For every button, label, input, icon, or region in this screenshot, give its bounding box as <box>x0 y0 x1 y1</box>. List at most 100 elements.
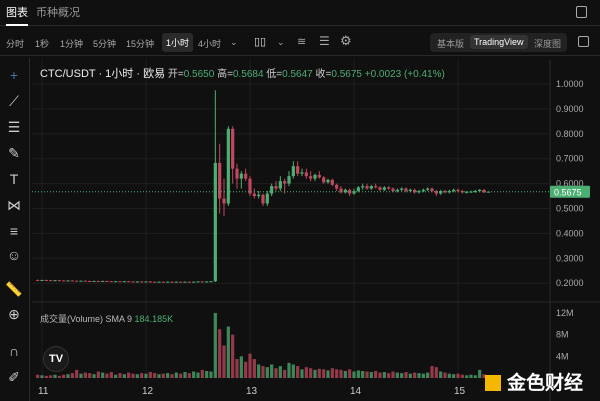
price-tick-label: 0.5000 <box>556 204 584 214</box>
volume-legend: 成交量(Volume) SMA 9 184.185K <box>40 312 173 325</box>
ruler-icon[interactable]: 📏 <box>5 281 23 297</box>
candle-body <box>183 281 187 283</box>
volume-bar <box>79 373 83 378</box>
candle-body <box>261 194 265 204</box>
candle-body <box>36 279 40 281</box>
view-tradingview[interactable]: TradingView <box>470 35 528 49</box>
fib-icon[interactable]: ≡ <box>9 223 19 239</box>
list-icon[interactable]: ☰ <box>319 34 330 48</box>
volume-bar <box>192 371 196 378</box>
candle-body <box>374 186 378 188</box>
candle-body <box>382 187 386 190</box>
tradingview-logo: TV <box>43 346 69 372</box>
view-basic[interactable]: 基本版 <box>437 39 465 49</box>
trend-line-icon[interactable]: ⟋ <box>9 93 19 109</box>
low-value: 0.5647 <box>282 69 313 80</box>
volume-bar <box>244 361 248 378</box>
volume-bar <box>166 373 170 378</box>
volume-bar <box>330 368 334 378</box>
volume-bar <box>213 313 217 378</box>
close-label: 收= <box>315 69 332 80</box>
candle-body <box>413 189 417 193</box>
volume-bar <box>426 372 430 378</box>
interval-15m[interactable]: 15分钟 <box>126 39 155 49</box>
x-tick-label: 11 <box>38 386 49 397</box>
interval-4h[interactable]: 4小时 <box>198 39 222 49</box>
candle-body <box>118 281 122 283</box>
interval-1m[interactable]: 1分钟 <box>60 39 84 49</box>
candle-body <box>274 186 278 189</box>
lock-pencil-icon[interactable]: ✐ <box>8 369 20 385</box>
interval-time-share[interactable]: 分时 <box>6 39 25 49</box>
candle-body <box>53 280 57 282</box>
volume-bar <box>452 374 456 378</box>
candle-body <box>270 186 274 194</box>
volume-bar <box>161 373 165 378</box>
candle-body <box>101 280 105 282</box>
candle-body <box>213 162 217 282</box>
x-tick-label: 12 <box>142 386 154 397</box>
volume-bar <box>447 373 451 378</box>
candle-body <box>252 193 256 197</box>
volume-bar <box>317 368 321 378</box>
smiley-icon[interactable]: ☺ <box>6 247 22 263</box>
volume-bar <box>382 372 386 378</box>
volume-tick-label: 8M <box>556 330 569 340</box>
volume-bar <box>218 329 222 378</box>
interval-1h[interactable]: 1小时 <box>162 33 194 52</box>
jinse-watermark-logo: 金色财经 <box>485 368 583 395</box>
candle-body <box>92 280 96 282</box>
volume-bar <box>222 345 226 378</box>
horizontal-lines-icon[interactable]: ☰ <box>7 119 21 135</box>
volume-bar <box>309 368 313 378</box>
brush-icon[interactable]: ✎ <box>8 145 20 161</box>
candle-body <box>352 191 356 194</box>
tab-coin-overview[interactable]: 币种概况 <box>36 7 80 19</box>
settings-gear-icon[interactable]: ⚙ <box>340 33 352 48</box>
crosshair-icon[interactable]: + <box>9 67 19 83</box>
volume-bar <box>88 373 92 378</box>
price-tick-label: 0.8000 <box>556 129 584 139</box>
candle-type-icon[interactable]: ▯▯ <box>254 36 267 48</box>
interval-5m[interactable]: 5分钟 <box>93 39 117 49</box>
candle-body <box>265 193 269 204</box>
volume-bar <box>313 369 317 378</box>
volume-bar <box>140 373 144 378</box>
volume-bar <box>70 373 74 378</box>
price-tick-label: 0.9000 <box>556 104 584 114</box>
candle-body <box>378 187 382 190</box>
chart-type-chevron-icon[interactable]: ⌄ <box>277 37 285 47</box>
view-switcher: 基本版 TradingView 深度图 <box>430 33 567 52</box>
candle-body <box>421 189 425 192</box>
tab-chart[interactable]: 图表 <box>6 4 28 26</box>
calculator-icon[interactable] <box>576 6 587 18</box>
candle-body <box>287 176 291 184</box>
pattern-icon[interactable]: ⋈ <box>7 197 21 213</box>
candle-body <box>96 280 100 282</box>
magnet-icon[interactable]: ∩ <box>8 343 20 359</box>
volume-bar <box>118 373 122 378</box>
fullscreen-icon[interactable] <box>578 36 589 47</box>
volume-bar <box>482 374 486 378</box>
more-intervals-chevron-icon[interactable]: ⌄ <box>230 37 238 47</box>
interval-1s[interactable]: 1秒 <box>35 39 50 49</box>
zoom-in-icon[interactable]: ⊕ <box>8 306 20 322</box>
candle-body <box>452 189 456 192</box>
view-depth[interactable]: 深度图 <box>534 39 562 49</box>
indicators-icon[interactable]: ≊ <box>297 36 307 48</box>
volume-bar <box>109 372 113 378</box>
candle-body <box>70 280 74 282</box>
volume-bar <box>473 375 477 378</box>
candle-body <box>174 281 178 283</box>
volume-bar <box>291 364 295 378</box>
candle-body <box>83 280 87 282</box>
candle-body <box>248 178 252 194</box>
ohlc-legend: CTC/USDT · 1小时 · 欧易 开=0.5650 高=0.5684 低=… <box>40 65 445 81</box>
volume-bar <box>200 369 204 378</box>
volume-bar <box>49 375 53 378</box>
volume-bar <box>270 364 274 378</box>
candle-body <box>144 281 148 283</box>
text-icon[interactable]: T <box>9 171 19 187</box>
candle-body <box>257 194 261 197</box>
